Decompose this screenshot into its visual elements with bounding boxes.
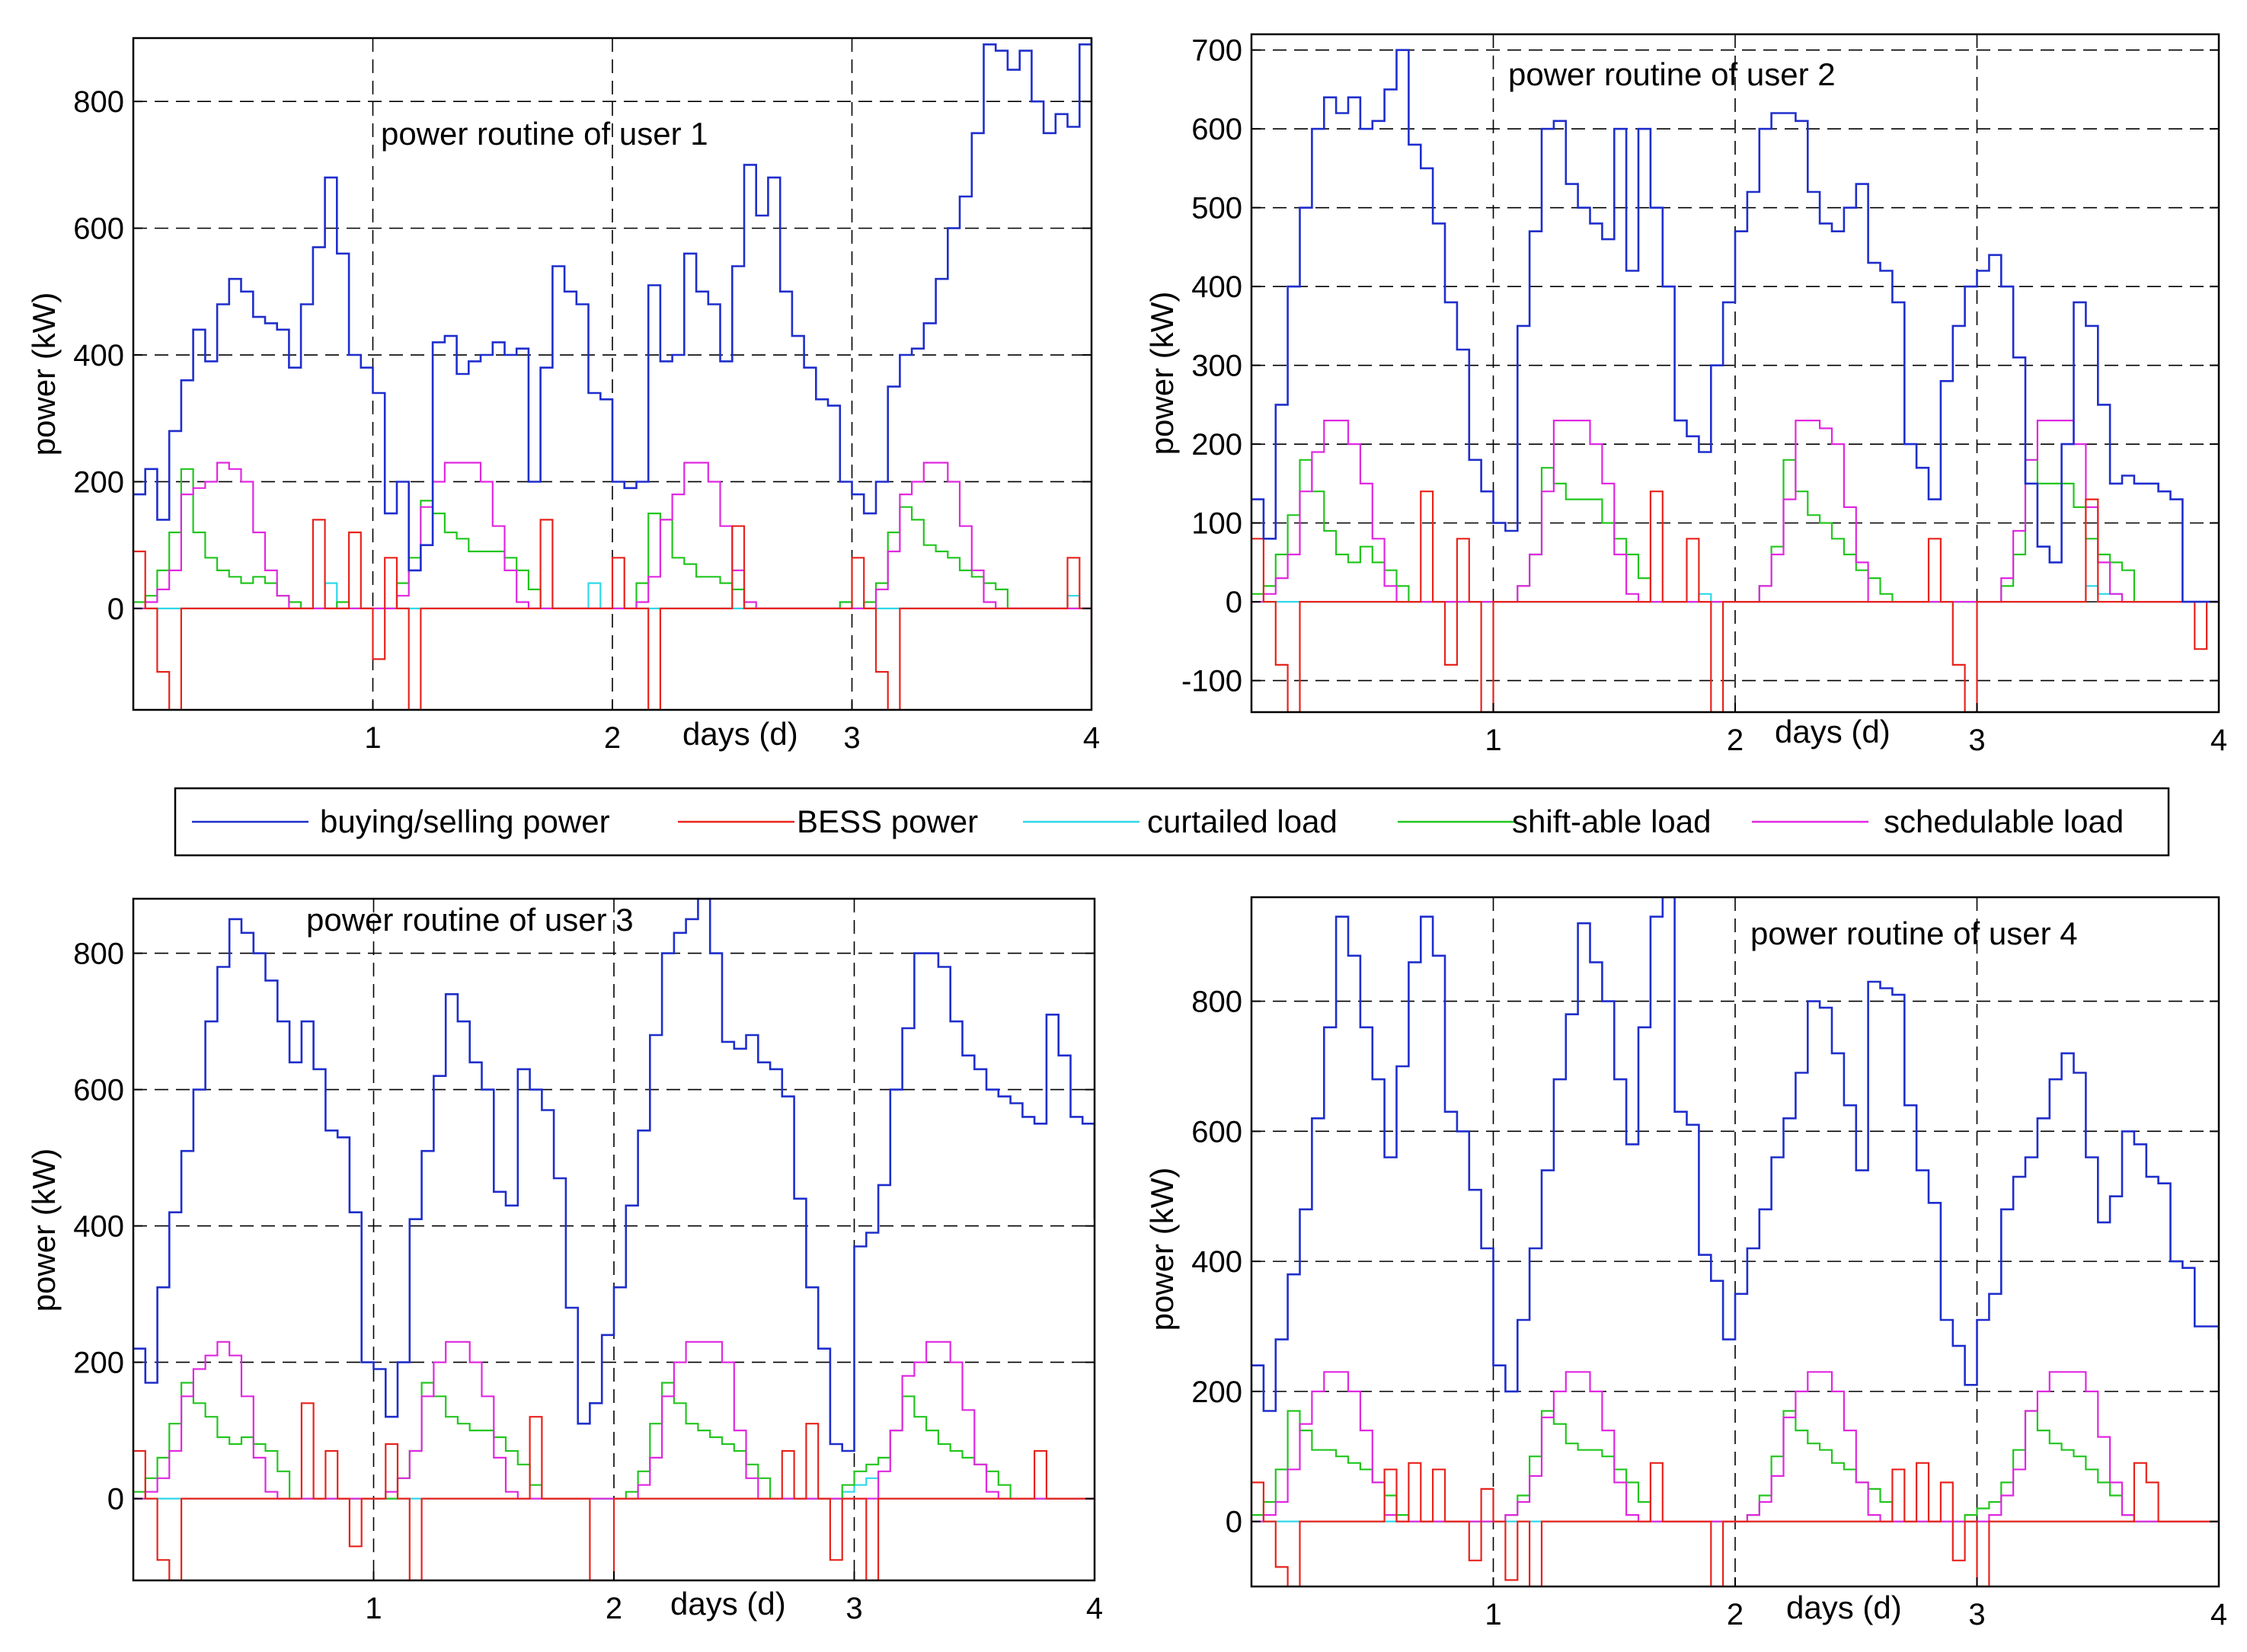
y-tick-label: 600 [1191,113,1242,146]
ticks-user-4: 0 200 400 600 800 1 2 3 4 [1191,986,2227,1631]
x-tick-label: 4 [1086,1592,1103,1625]
y-tick-label: 300 [1191,350,1242,383]
x-tick-label: 2 [1727,1598,1744,1631]
y-tick-label: 600 [73,1074,124,1107]
panel-user-3: 0 200 400 600 800 1 2 3 4 power routine of user … [26,897,1103,1625]
x-tick-label: 1 [1485,1598,1501,1631]
y-tick-label: 400 [73,339,124,372]
series-line-buy [1251,49,2219,603]
y-tick-label: 400 [1191,270,1242,304]
series-line-bess [1251,1462,2219,1586]
ticks-user-1: 0 200 400 600 800 1 2 3 4 [73,85,1100,755]
y-tick-label: 200 [73,465,124,499]
series-line-bess [133,1402,1095,1580]
legend-label-sched: schedulable load [1884,804,2124,839]
x-tick-label: 2 [1727,724,1744,757]
x-tick-label: 4 [2210,1598,2227,1631]
plot-title-user-1: power routine of user 1 [381,116,708,152]
panel-user-2: -100 0 100 200 300 400 500 600 700 1 2 3 4 power rou… [1144,33,2227,757]
x-tick-label: 2 [604,721,621,755]
series-user-1 [133,38,1092,710]
x-tick-label: 1 [365,1592,382,1625]
legend: buying/selling power BESS power curtaile… [174,787,2170,857]
y-tick-label: 0 [1226,586,1242,619]
x-tick-label: 4 [1083,721,1100,755]
x-axis-label-user-4: days (d) [1786,1590,1902,1625]
series-user-4 [1251,897,2219,1586]
x-tick-label: 3 [1968,724,1985,757]
y-tick-label: 200 [1191,1376,1242,1409]
y-axis-label-user-3: power (kW) [26,1149,62,1312]
y-tick-label: 600 [1191,1115,1242,1149]
x-axis-label-user-2: days (d) [1775,714,1891,749]
y-tick-label: 0 [107,1483,124,1516]
y-axis-label-user-1: power (kW) [26,292,62,456]
y-tick-label: 0 [1226,1506,1242,1539]
y-tick-label: 800 [1191,986,1242,1019]
y-tick-label: 400 [1191,1245,1242,1279]
series-line-buy [133,899,1095,1452]
panel-user-4: 0 200 400 600 800 1 2 3 4 power routine of user … [1144,896,2227,1631]
plot-title-user-4: power routine of user 4 [1750,915,2078,951]
legend-label-bess: BESS power [797,804,978,839]
plot-title-user-3: power routine of user 3 [306,902,634,938]
series-line-buy [133,38,1092,572]
plot-title-user-2: power routine of user 2 [1508,56,1836,92]
x-tick-label: 3 [843,721,860,755]
legend-label-curt: curtailed load [1147,804,1338,839]
x-axis-label-user-1: days (d) [682,716,798,752]
ticks-user-2: -100 0 100 200 300 400 500 600 700 1 2 3 4 [1181,34,2227,757]
series-line-bess [133,519,1092,710]
y-tick-label: 700 [1191,34,1242,68]
series-line-shift [133,1382,1095,1500]
series-user-2 [1251,49,2219,712]
x-tick-label: 1 [1485,724,1501,757]
y-tick-label: 600 [73,212,124,246]
y-tick-label: 400 [73,1210,124,1244]
legend-label-shift: shift-able load [1512,804,1712,839]
y-tick-label: 500 [1191,192,1242,225]
series-line-bess [1251,490,2219,712]
legend-label-buy: buying/selling power [320,804,610,839]
x-tick-label: 1 [364,721,381,755]
y-tick-label: 100 [1191,507,1242,541]
series-line-buy [1251,897,2219,1412]
ticks-user-3: 0 200 400 600 800 1 2 3 4 [73,938,1103,1625]
x-axis-label-user-3: days (d) [670,1586,786,1622]
y-axis-label-user-2: power (kW) [1144,292,1180,455]
x-tick-label: 3 [845,1592,862,1625]
series-user-3 [133,899,1095,1580]
y-tick-label: 800 [73,85,124,119]
y-tick-label: 0 [107,593,124,626]
y-tick-label: 800 [73,938,124,971]
y-axis-label-user-4: power (kW) [1144,1168,1180,1331]
x-tick-label: 4 [2210,724,2227,757]
x-tick-label: 3 [1968,1598,1985,1631]
panel-user-1: 0 200 400 600 800 1 2 3 4 power routine of user … [26,37,1100,755]
y-tick-label: 200 [1191,428,1242,462]
x-tick-label: 2 [606,1592,622,1625]
y-tick-label: 200 [73,1347,124,1380]
y-tick-label: -100 [1181,665,1242,698]
